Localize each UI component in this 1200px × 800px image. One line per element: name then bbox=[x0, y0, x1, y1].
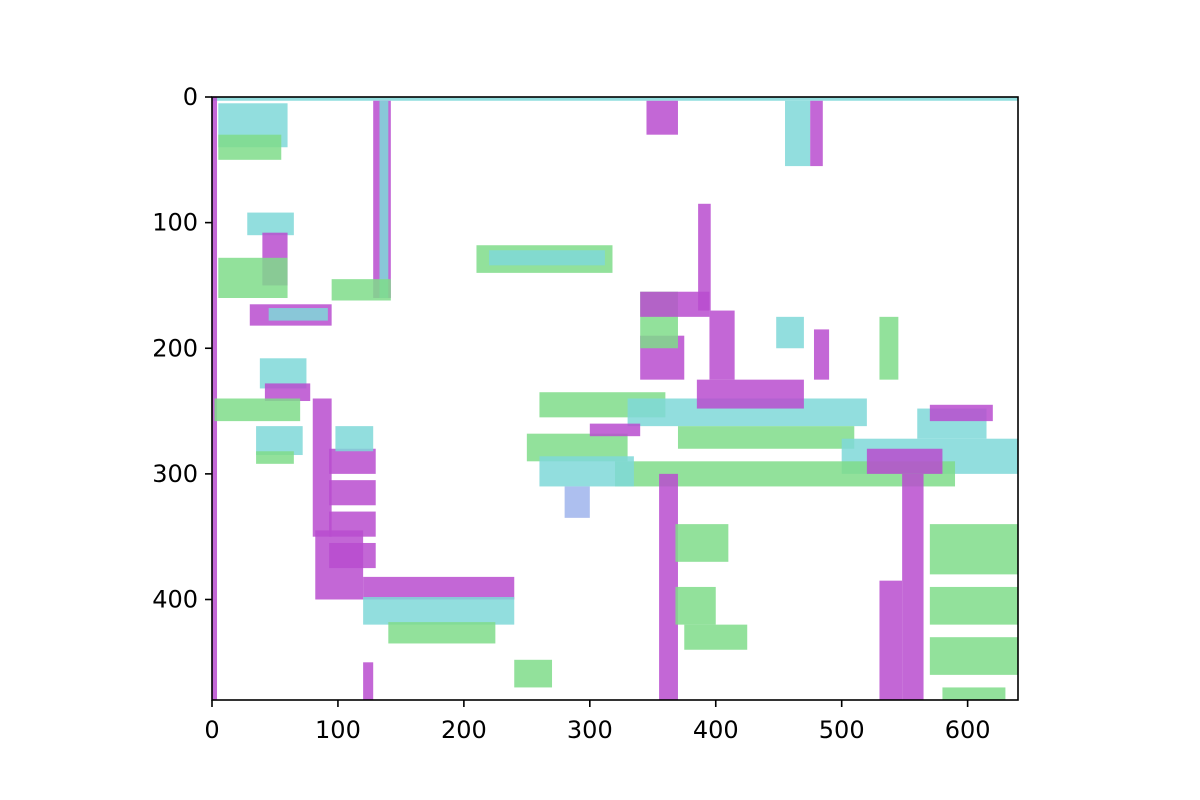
heatmap-region-36 bbox=[866, 448, 943, 474]
heatmap-cells bbox=[212, 97, 1018, 700]
heatmap-region-11 bbox=[331, 279, 391, 301]
y-tick-label: 400 bbox=[152, 586, 198, 614]
heatmap-region-61 bbox=[564, 486, 590, 518]
heatmap-region-50 bbox=[646, 100, 678, 135]
x-tick-label: 400 bbox=[693, 716, 739, 744]
heatmap-region-51 bbox=[659, 473, 678, 700]
heatmap-region-54 bbox=[684, 624, 748, 650]
heatmap-region-16 bbox=[214, 398, 301, 422]
heatmap-region-49 bbox=[810, 100, 823, 167]
heatmap-region-47 bbox=[879, 316, 899, 380]
x-tick-label: 200 bbox=[441, 716, 487, 744]
y-tick-label: 300 bbox=[152, 460, 198, 488]
heatmap-region-45 bbox=[776, 316, 804, 349]
heatmap-region-46 bbox=[813, 329, 830, 380]
heatmap-region-59 bbox=[879, 580, 903, 700]
heatmap-region-27 bbox=[363, 596, 515, 625]
heatmap-region-26 bbox=[363, 576, 515, 600]
y-axis: 0 100 200 300 400 bbox=[152, 83, 212, 614]
y-tick-label: 0 bbox=[183, 83, 198, 111]
heatmap-region-55 bbox=[902, 473, 924, 700]
heatmap-region-10 bbox=[379, 100, 389, 298]
x-tick-label: 500 bbox=[819, 716, 865, 744]
heatmap-region-28 bbox=[388, 622, 496, 644]
heatmap-region-52 bbox=[675, 524, 729, 562]
x-tick-label: 0 bbox=[204, 716, 219, 744]
heatmap-region-3 bbox=[218, 134, 282, 160]
heatmap-region-8 bbox=[268, 308, 328, 321]
heatmap-region-48 bbox=[785, 100, 811, 167]
heatmap-region-53 bbox=[675, 586, 716, 625]
heatmap-region-38 bbox=[929, 404, 993, 422]
y-tick-label: 200 bbox=[152, 334, 198, 362]
heatmap-region-39 bbox=[539, 456, 634, 487]
heatmap-region-13 bbox=[489, 250, 605, 266]
heatmap-region-19 bbox=[312, 398, 332, 537]
heatmap-region-60 bbox=[589, 423, 641, 437]
heatmap-region-31 bbox=[696, 379, 804, 409]
heatmap-region-42 bbox=[640, 291, 710, 317]
x-axis: 0 100 200 300 400 500 600 bbox=[204, 700, 991, 744]
heatmap-region-21 bbox=[329, 480, 376, 506]
heatmap-region-44 bbox=[709, 310, 735, 380]
heatmap-region-63 bbox=[363, 662, 374, 700]
heatmap-region-15 bbox=[264, 383, 311, 402]
heatmap-region-24 bbox=[335, 426, 374, 452]
heatmap-region-58 bbox=[929, 637, 1018, 675]
heatmap-region-6 bbox=[218, 257, 288, 298]
heatmap-region-57 bbox=[929, 586, 1018, 625]
heatmap-region-17 bbox=[256, 426, 303, 456]
heatmap-region-62 bbox=[514, 659, 553, 688]
heatmap-region-20 bbox=[329, 448, 376, 474]
heatmap-region-25 bbox=[315, 530, 364, 600]
plot-frame bbox=[211, 96, 1019, 701]
heatmap-region-0 bbox=[212, 97, 1018, 101]
heatmap-region-56 bbox=[929, 524, 1018, 575]
x-tick-label: 600 bbox=[945, 716, 991, 744]
heatmap-region-43 bbox=[698, 203, 711, 311]
y-tick-label: 100 bbox=[152, 209, 198, 237]
heatmap-region-32 bbox=[677, 426, 855, 449]
heatmap-region-64 bbox=[942, 687, 1006, 700]
heatmap-region-18 bbox=[256, 451, 294, 464]
x-tick-label: 300 bbox=[567, 716, 613, 744]
x-tick-label: 100 bbox=[315, 716, 361, 744]
heatmap-region-4 bbox=[247, 212, 294, 236]
